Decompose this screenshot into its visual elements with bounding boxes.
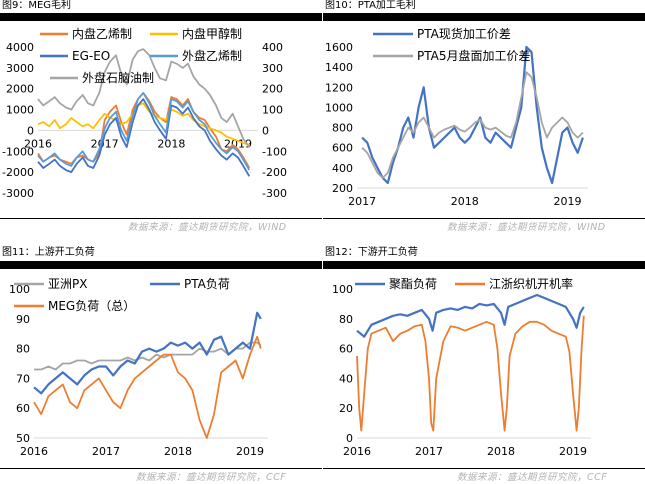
chart-title: 图12：下游开工负荷 <box>325 247 418 258</box>
series-line-3 <box>33 335 262 439</box>
x-tick-label: 2018 <box>157 137 185 150</box>
series-line-1 <box>361 45 584 185</box>
source-note: 数据来源：盛达期货研究院，CCF <box>457 472 608 483</box>
source-note: 数据来源：盛达期货研究院，CCF <box>136 472 287 483</box>
series-line-2 <box>37 102 250 146</box>
y-tick-label: 100 <box>9 283 30 296</box>
y-tick-label: 1600 <box>325 41 353 54</box>
fig9-chart: 40003000200010000-1000-2000-300040030020… <box>2 26 287 200</box>
y2-tick-label: 200 <box>262 83 283 96</box>
y-tick-label: 80 <box>16 343 30 356</box>
x-tick-label: 2018 <box>164 445 192 458</box>
x-tick-label: 2016 <box>343 445 371 458</box>
y-tick-label: 20 <box>339 402 353 415</box>
legend-label: 江浙织机开机率 <box>489 276 573 291</box>
x-tick-label: 2018 <box>487 445 515 458</box>
y-tick-label: 4000 <box>6 41 34 54</box>
fig12-panel: 图12：下游开工负荷 100 80 60 40 20 0 2016 2017 2018 2019 聚… <box>323 247 645 484</box>
top-rule <box>0 13 322 21</box>
x-tick-label: 2016 <box>24 137 52 150</box>
x-tick-label: 2019 <box>553 195 581 208</box>
x-tick-label: 2016 <box>20 445 48 458</box>
y2-tick-label: 100 <box>262 104 283 117</box>
series-line-2 <box>361 71 584 179</box>
y-tick-label: 3000 <box>6 62 34 75</box>
y2-tick-label: 400 <box>262 41 283 54</box>
bottom-rule <box>323 218 645 219</box>
series-line-2 <box>356 315 585 432</box>
legend-label: 聚酯负荷 <box>389 277 437 291</box>
chart-title: 图10：PTA加工毛利 <box>325 0 416 11</box>
y-tick-label: 0 <box>346 432 353 445</box>
legend-label: PTA5月盘面加工价差 <box>417 48 530 63</box>
y2-tick-label: -300 <box>262 187 287 200</box>
y-tick-label: 200 <box>332 182 353 195</box>
top-rule <box>323 261 645 269</box>
legend-label: 外盘乙烯制 <box>182 48 242 63</box>
x-tick-label: 2017 <box>92 445 120 458</box>
chart-title: 图11：上游开工负荷 <box>2 247 95 258</box>
bottom-rule <box>0 218 322 219</box>
legend-label: PTA现货加工价差 <box>417 26 511 41</box>
y-tick-label: 50 <box>16 432 30 445</box>
y2-tick-label: 300 <box>262 62 283 75</box>
y-tick-label: -2000 <box>2 166 34 179</box>
series-line-3 <box>37 98 251 177</box>
top-rule <box>0 261 322 269</box>
fig11-panel: 图11：上游开工负荷 100 90 80 70 60 50 2016 2017 2018 2019… <box>0 247 322 484</box>
y-tick-label: 400 <box>332 162 353 175</box>
y-tick-label: -3000 <box>2 187 34 200</box>
series-line-1 <box>356 293 585 338</box>
x-tick-label: 2017 <box>415 445 443 458</box>
x-tick-label: 2017 <box>91 137 119 150</box>
y-tick-label: 80 <box>339 313 353 326</box>
y-tick-label: 2000 <box>6 83 34 96</box>
y-tick-label: 70 <box>16 372 30 385</box>
y2-tick-label: 0 <box>262 124 269 137</box>
y-tick-label: 800 <box>332 122 353 135</box>
series-line-2 <box>33 311 262 395</box>
series-line-5 <box>37 48 251 148</box>
legend-label: 亚洲PX <box>48 277 87 291</box>
y2-tick-label: -100 <box>262 145 287 158</box>
series-line-4 <box>37 92 251 171</box>
legend-label: EG-EO <box>72 49 110 63</box>
source-note: 数据来源：盛达期货研究院，WIND <box>128 222 287 233</box>
x-tick-label: 2018 <box>451 195 479 208</box>
y-tick-label: 60 <box>339 343 353 356</box>
legend-label: MEG负荷（总） <box>48 299 135 313</box>
y-tick-label: 90 <box>16 313 30 326</box>
x-tick-label: 2017 <box>348 195 376 208</box>
y-tick-label: 60 <box>16 402 30 415</box>
y2-tick-label: -200 <box>262 166 287 179</box>
bottom-rule <box>0 468 322 469</box>
x-tick-label: 2019 <box>236 445 264 458</box>
legend-label: 外盘石脑油制 <box>82 70 154 85</box>
top-rule <box>323 13 645 21</box>
source-note: 数据来源：盛达期货研究院，WIND <box>447 222 606 233</box>
y-tick-label: 40 <box>339 372 353 385</box>
chart-title: 图9：MEG毛利 <box>2 0 72 11</box>
fig10-panel: 图10：PTA加工毛利 1600 1400 1200 1000 800 600 400 200… <box>323 0 645 233</box>
legend-label: PTA负荷 <box>184 277 230 291</box>
y-tick-label: 1000 <box>325 101 353 114</box>
y-tick-label: 1400 <box>325 61 353 74</box>
series-line-1 <box>34 341 262 371</box>
bottom-rule <box>323 468 645 469</box>
y-tick-label: 100 <box>332 283 353 296</box>
y-tick-label: 1000 <box>6 104 34 117</box>
y-tick-label: 600 <box>332 142 353 155</box>
y-tick-label: -1000 <box>2 145 34 158</box>
y-tick-label: 1200 <box>325 81 353 94</box>
x-tick-label: 2019 <box>559 445 587 458</box>
y-tick-label: 0 <box>27 124 34 137</box>
legend-label: 内盘乙烯制 <box>72 26 132 41</box>
fig9-panel: 图9：MEG毛利 4000 3000 2000 1000 0 -1000 -2000 -300… <box>0 0 322 233</box>
legend-label: 内盘甲醇制 <box>182 26 242 41</box>
